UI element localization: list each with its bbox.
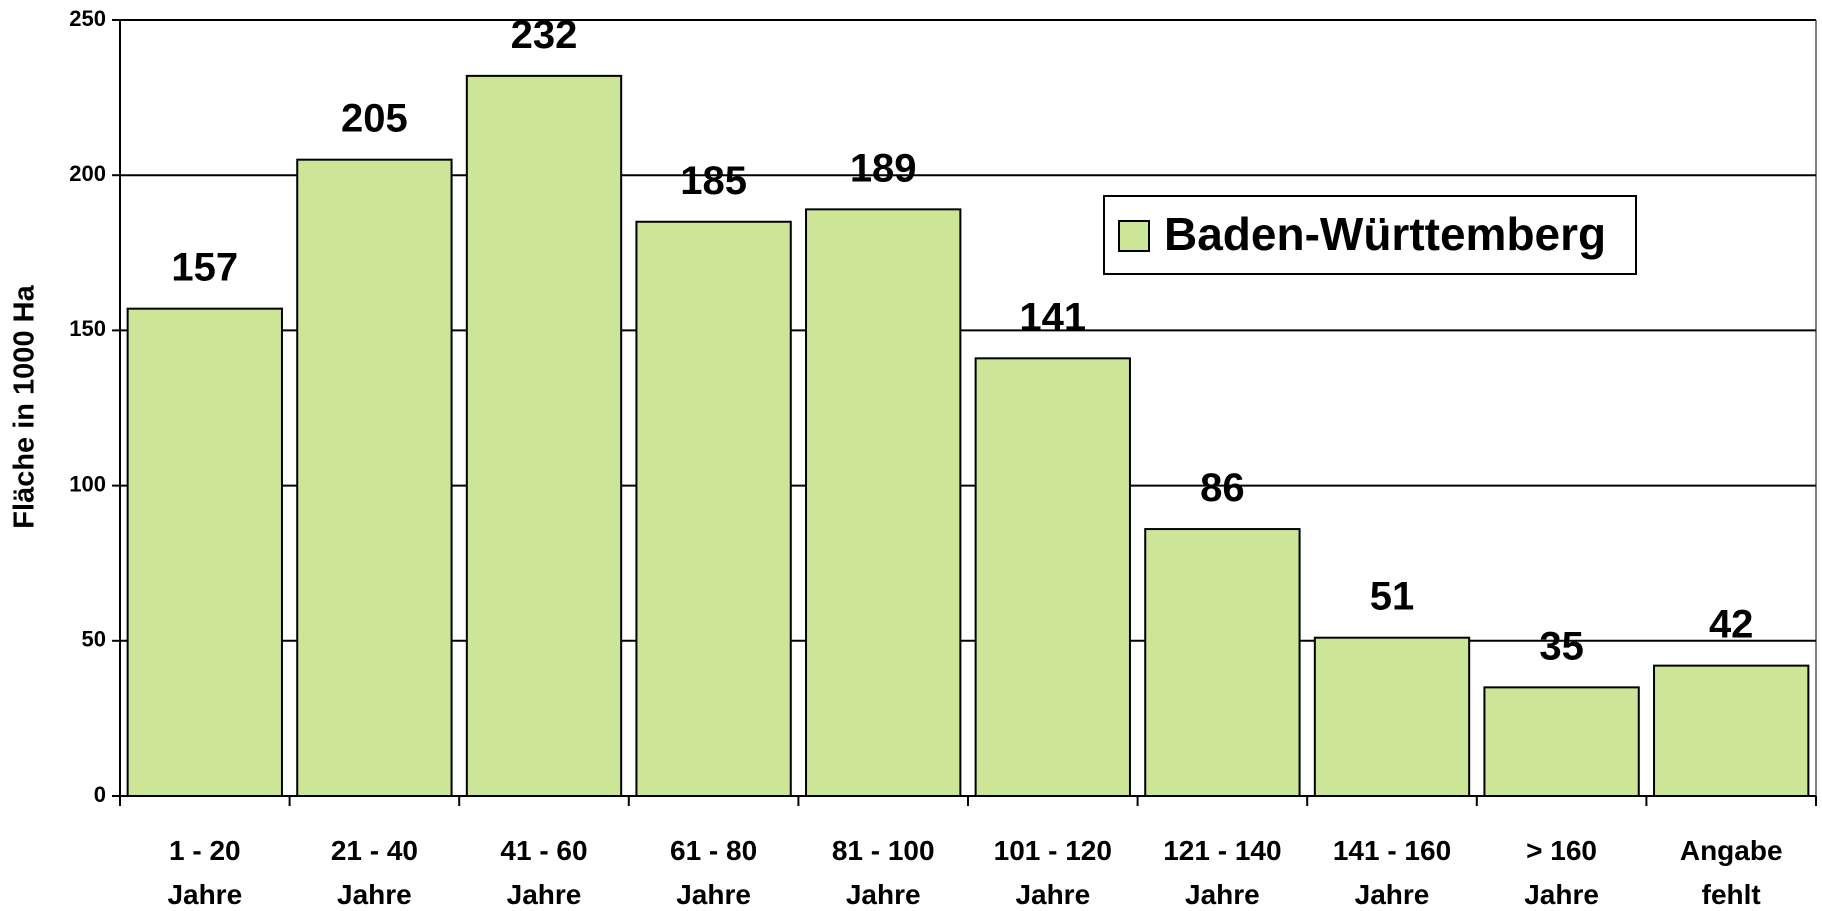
data-label: 35	[1539, 624, 1584, 668]
bar	[465, 74, 623, 797]
x-tick-label: 1 - 20	[169, 835, 241, 866]
data-label: 157	[171, 246, 238, 290]
x-tick-label: Jahre	[676, 879, 751, 910]
legend-swatch	[1118, 220, 1150, 252]
y-axis-label: Fläche in 1000 Ha	[9, 284, 41, 528]
y-tick-label: 50	[82, 627, 106, 652]
data-label: 185	[680, 159, 747, 203]
y-tick-label: 100	[69, 471, 106, 496]
data-label: 189	[850, 146, 917, 190]
x-tick-label: 121 - 140	[1163, 835, 1281, 866]
x-tick-label: Jahre	[1185, 879, 1260, 910]
x-tick-label: 41 - 60	[500, 835, 587, 866]
x-tick-label: Jahre	[1015, 879, 1090, 910]
x-tick-label: Jahre	[1524, 879, 1599, 910]
bar	[635, 220, 792, 797]
x-tick-label: 21 - 40	[331, 835, 418, 866]
bar	[1144, 528, 1301, 798]
data-label: 205	[341, 97, 408, 141]
x-tick-label: 101 - 120	[994, 835, 1112, 866]
data-label: 86	[1200, 466, 1245, 510]
x-tick-label: 61 - 80	[670, 835, 757, 866]
x-tick-label: fehlt	[1702, 879, 1761, 910]
bar	[296, 158, 453, 797]
x-tick-label: Jahre	[507, 879, 582, 910]
bar	[974, 357, 1131, 797]
legend-label: Baden-Württemberg	[1164, 208, 1606, 260]
data-label: 141	[1019, 295, 1086, 339]
y-tick-label: 0	[94, 782, 106, 807]
legend-box	[1103, 195, 1637, 275]
x-tick-label: 141 - 160	[1333, 835, 1451, 866]
bar	[1483, 686, 1640, 797]
x-tick-label: > 160	[1526, 835, 1597, 866]
bar	[126, 307, 283, 797]
x-tick-label: Jahre	[1355, 879, 1430, 910]
x-tick-label: Angabe	[1680, 835, 1783, 866]
bar	[805, 208, 962, 797]
x-tick-label: Jahre	[337, 879, 412, 910]
y-tick-label: 150	[69, 316, 106, 341]
x-tick-label: Jahre	[846, 879, 921, 910]
data-label: 232	[511, 13, 578, 57]
bar	[1313, 636, 1471, 797]
x-tick-label: 81 - 100	[832, 835, 935, 866]
bar	[1653, 664, 1810, 798]
data-label: 42	[1709, 603, 1754, 647]
y-tick-label: 200	[69, 161, 106, 186]
data-label: 51	[1370, 575, 1415, 619]
x-tick-label: Jahre	[167, 879, 242, 910]
y-tick-label: 250	[69, 6, 106, 31]
